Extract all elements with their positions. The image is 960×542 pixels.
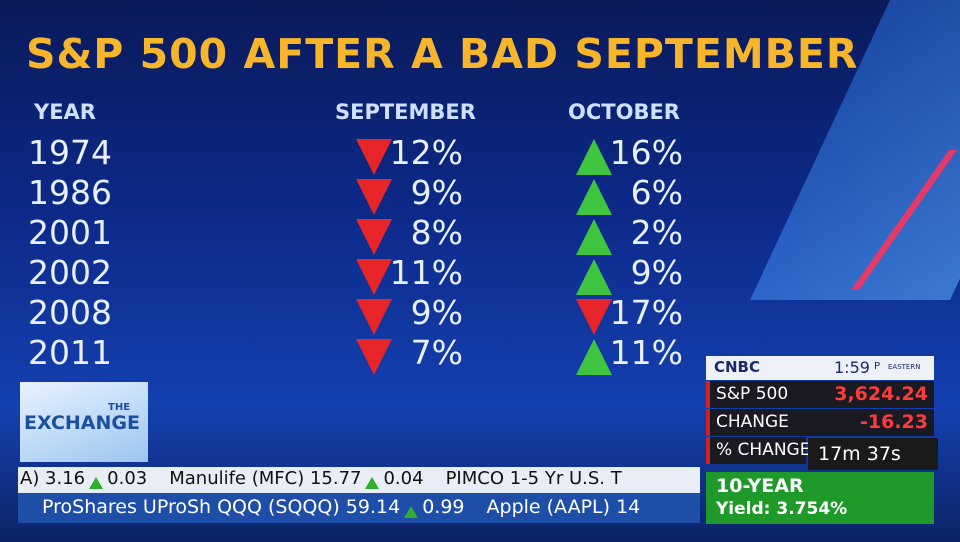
quote-label: S&P 500 [716,384,789,404]
percent: 9% [410,293,463,332]
arrow-icon [356,299,392,335]
bond-box: 10-YEAR Yield: 3.754% [706,472,934,524]
arrow-icon [356,219,392,255]
quote-value: -16.23 [860,411,928,433]
year: 1986 [28,173,112,212]
title: S&P 500 AFTER A BAD SEPTEMBER [26,30,859,78]
arrow [356,179,392,215]
zone: EASTERN [888,363,921,371]
quote-row: CHANGE -16.23 [706,409,934,436]
quote-value: 3,624.24 [834,383,928,405]
ticker-text: PIMCO 1-5 Yr U.S. T [445,468,622,489]
percent: 6% [630,173,683,212]
arrow-icon [356,259,392,295]
brand: CNBC [714,358,761,376]
column-header: SEPTEMBER [335,100,476,124]
timer: 17m 37s [818,443,901,465]
ticker-text: Apple (AAPL) 14 [486,496,641,518]
arrow-icon [356,339,392,375]
ticker-item: PIMCO 1-5 Yr U.S. T [446,468,622,489]
ticker-arrow [365,473,380,489]
arrow [356,259,392,295]
percent: 16% [609,133,683,172]
arrow-icon [576,259,612,295]
arrow [356,139,392,175]
show-name: EXCHANGE [24,412,140,434]
percent: 7% [410,333,463,372]
ticker-text: Manulife (MFC) 15.77 [169,468,362,489]
percent: 11% [389,253,463,292]
arrow-icon [356,179,392,215]
ticker-item: Apple (AAPL) 14 [487,496,641,518]
arrow-icon [576,219,612,255]
arrow [356,299,392,335]
percent: 17% [609,293,683,332]
arrow [576,179,612,215]
show-small: THE [108,402,131,413]
quote-label: % CHANGE [716,440,811,460]
quote-rows: S&P 500 3,624.24 CHANGE -16.23 % CHANGE [706,381,934,465]
ticker-change: 0.04 [383,468,424,489]
up-arrow [365,476,380,489]
year: 2002 [28,253,112,292]
arrow [576,219,612,255]
bond-yield: Yield: 3.754% [716,499,848,519]
ampm: P [874,361,881,372]
arrow-icon [576,299,612,335]
show-logo: THE EXCHANGE [20,382,148,462]
arrow [356,339,392,375]
arrow [576,139,612,175]
arrow [576,339,612,375]
arrow-icon [356,139,392,175]
quote-header: CNBC 1:59 P EASTERN [706,356,934,380]
year: 2008 [28,293,112,332]
ticker-arrow [404,501,419,518]
ticker-items: ProShares UProSh QQQ (SQQQ) 59.14 0.99 App… [42,496,640,518]
percent: 2% [630,213,683,252]
quote-row: % CHANGE [706,437,810,464]
timer-box: 17m 37s [808,438,938,470]
quote-row: S&P 500 3,624.24 [706,381,934,408]
ticker-items: A) 3.16 0.03 Manulife (MFC) 15.77 0.04 PIMCO… [20,468,622,489]
time: 1:59 [834,358,870,377]
ticker-change: 0.03 [107,468,148,489]
year: 2001 [28,213,112,252]
column-header: OCTOBER [568,100,680,124]
ticker-item: A) 3.16 0.03 [20,468,147,489]
percent: 9% [410,173,463,212]
arrow [576,299,612,335]
year: 2011 [28,333,112,372]
percent: 9% [630,253,683,292]
ticker-item: Manulife (MFC) 15.77 0.04 [169,468,423,489]
year: 1974 [28,133,112,172]
ticker-text: ProShares UProSh QQQ (SQQQ) 59.14 [42,496,401,518]
percent: 12% [389,133,463,172]
ticker-change: 0.99 [422,496,465,518]
percent: 8% [410,213,463,252]
ticker-item: ProShares UProSh QQQ (SQQQ) 59.14 0.99 [42,496,465,518]
bond-title: 10-YEAR [716,475,804,497]
ticker-top: A) 3.16 0.03 Manulife (MFC) 15.77 0.04 PIMCO… [18,467,700,493]
arrow-icon [576,339,612,375]
arrow-icon [576,139,612,175]
arrow-icon [576,179,612,215]
up-arrow [89,476,104,489]
ticker-bottom: ProShares UProSh QQQ (SQQQ) 59.14 0.99 App… [18,493,700,523]
ticker-text: A) 3.16 [20,468,86,489]
arrow [356,219,392,255]
column-header: YEAR [34,100,96,124]
up-arrow [404,506,419,518]
ticker-arrow [89,473,104,489]
arrow [576,259,612,295]
percent: 11% [609,333,683,372]
quote-label: CHANGE [716,412,789,432]
